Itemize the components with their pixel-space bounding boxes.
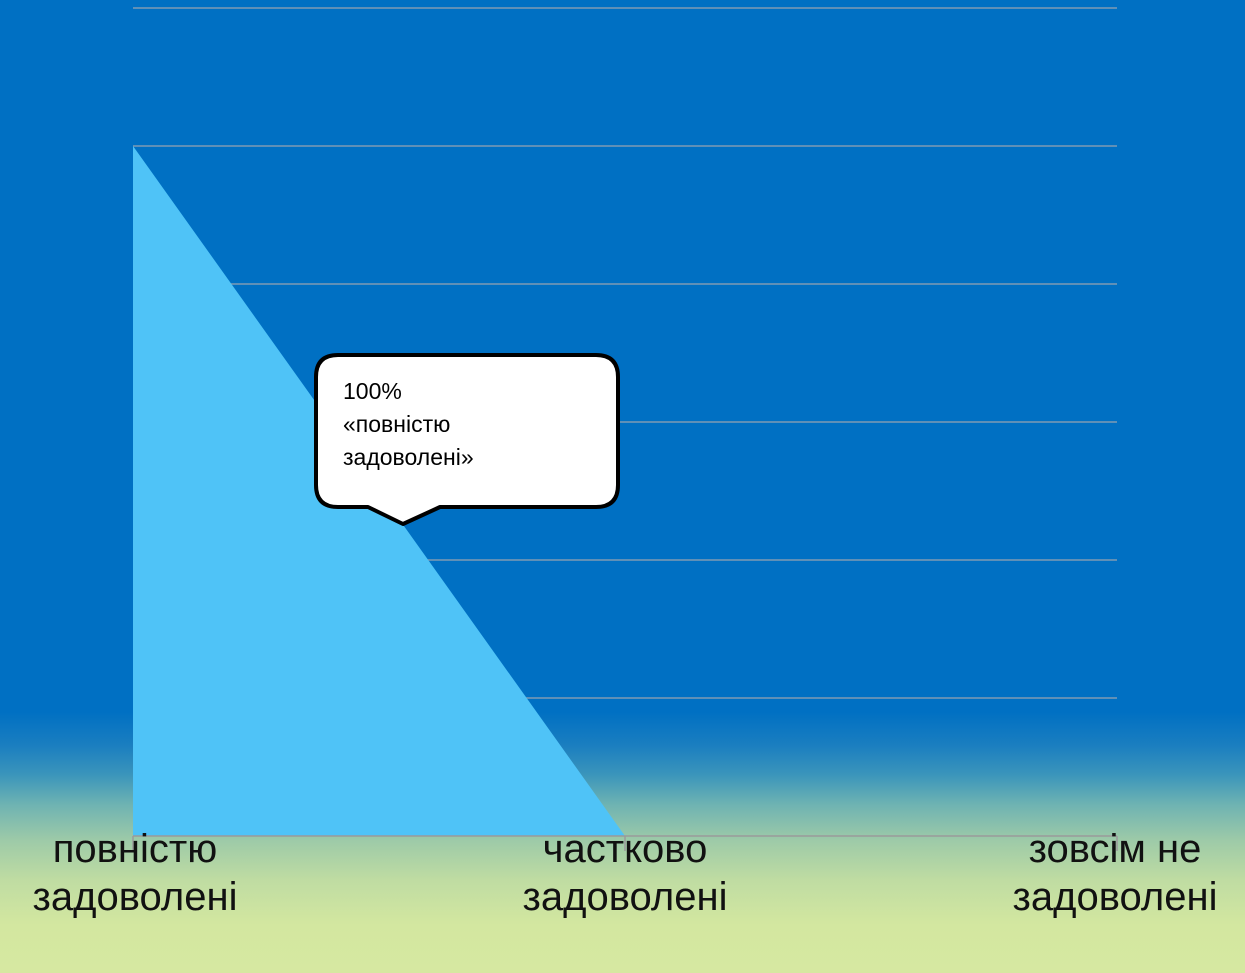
x-tick-label-2: зовсім не задоволені [1012, 827, 1218, 919]
data-callout-label: 100% «повністю задоволені» [343, 375, 603, 474]
area-series [133, 146, 1117, 836]
callout-line-1: «повністю [343, 411, 451, 437]
x-axis [132, 835, 1118, 851]
x-tick-label-1: частково задоволені [522, 827, 728, 919]
data-callout-bubble [314, 353, 620, 526]
x-tick-label-0: повністю задоволені [32, 827, 238, 919]
callout-line-percent: 100% [343, 378, 402, 404]
callout-line-2: задоволені» [343, 444, 474, 470]
